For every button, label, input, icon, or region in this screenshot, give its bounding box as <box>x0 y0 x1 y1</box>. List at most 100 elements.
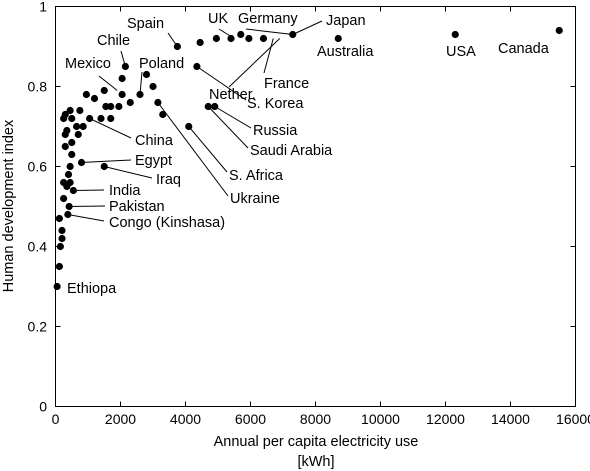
data-point <box>211 102 219 111</box>
data-point <box>56 242 64 251</box>
data-point <box>115 102 123 111</box>
data-point <box>61 110 69 119</box>
data-point <box>237 30 245 39</box>
data-point <box>66 162 74 171</box>
data-point <box>102 102 110 111</box>
data-point <box>149 82 157 91</box>
annotation-label: Nether. <box>209 87 256 103</box>
annotation-label: China <box>135 133 174 149</box>
data-point <box>61 142 69 151</box>
x-tick-label: 2000 <box>105 411 136 427</box>
data-point <box>259 34 268 43</box>
annotation-label: Egypt <box>135 153 172 169</box>
data-point <box>64 170 73 179</box>
annotation-leader <box>207 106 249 149</box>
data-point <box>193 62 201 71</box>
annotation-label: Germany <box>238 11 298 27</box>
data-point <box>58 234 66 243</box>
x-tick-label: 0 <box>52 411 60 427</box>
y-tick-label: 0 <box>39 399 47 415</box>
annotation-label: S. Africa <box>229 168 284 184</box>
annotation-label: UK <box>208 11 228 27</box>
data-point <box>154 98 162 107</box>
annotation-label: Poland <box>139 56 184 72</box>
data-points <box>53 26 563 291</box>
y-tick-label: 0.6 <box>28 159 48 175</box>
data-point <box>55 262 64 271</box>
annotation-label: Saudi Arabia <box>250 143 333 159</box>
annotation-label: Ethiopa <box>67 281 117 297</box>
annotation-leader <box>73 189 105 191</box>
y-tick-label: 1 <box>39 0 47 15</box>
y-tick-label: 0.8 <box>28 79 48 95</box>
x-axis-unit: [kWh] <box>297 454 334 470</box>
data-point <box>82 90 90 99</box>
data-point <box>60 194 68 203</box>
annotation-leader <box>292 20 323 35</box>
annotation-leader <box>214 106 252 129</box>
data-point <box>65 202 73 211</box>
data-point <box>77 158 86 167</box>
data-point <box>227 34 235 43</box>
y-tick-label: 0.4 <box>28 239 48 255</box>
data-point <box>66 106 74 115</box>
data-point <box>90 94 99 103</box>
x-tick-label: 12000 <box>426 411 465 427</box>
data-point <box>212 34 220 43</box>
data-point <box>68 138 76 147</box>
data-point <box>159 110 167 119</box>
data-point <box>66 178 74 187</box>
annotation-leader <box>104 166 153 179</box>
data-point <box>555 26 563 35</box>
x-axis-title: Annual per capita electricity use <box>214 434 419 450</box>
data-point <box>245 34 253 43</box>
data-point <box>334 34 342 43</box>
data-point <box>60 178 68 187</box>
data-point <box>196 38 204 47</box>
data-point <box>53 282 61 291</box>
annotation-label: France <box>264 76 309 92</box>
annotation-label: Russia <box>253 123 298 139</box>
data-point <box>68 150 76 159</box>
data-point <box>58 226 66 235</box>
annotation-leader <box>196 66 247 101</box>
data-point <box>185 122 193 131</box>
annotation-leader <box>67 214 105 222</box>
data-point <box>73 122 81 131</box>
annotation-label: Congo (Kinshasa) <box>109 215 225 231</box>
annotation-label: Mexico <box>65 56 111 72</box>
annotation-label: Iraq <box>156 172 181 188</box>
data-point <box>86 114 94 123</box>
data-point <box>118 90 126 99</box>
data-point <box>64 210 72 219</box>
data-point <box>79 122 87 131</box>
data-point <box>107 114 115 123</box>
y-axis-title: Human development index <box>1 119 17 292</box>
x-tick-label: 14000 <box>491 411 530 427</box>
x-tick-label: 6000 <box>235 411 266 427</box>
annotation-label: S. Korea <box>247 96 304 112</box>
annotation-leader <box>157 102 229 197</box>
data-point <box>63 126 71 135</box>
annotation-leader <box>69 205 106 207</box>
data-point <box>289 30 297 39</box>
annotation-leader <box>139 71 143 95</box>
data-point <box>69 186 77 195</box>
data-point <box>173 42 181 51</box>
annotation-label: Chile <box>97 33 130 49</box>
data-point <box>204 102 212 111</box>
data-point <box>142 70 151 79</box>
data-point <box>55 214 64 223</box>
x-tick-label: 8000 <box>300 411 331 427</box>
axis-ticks <box>55 6 576 407</box>
data-point <box>126 98 134 107</box>
data-point <box>74 130 82 139</box>
data-point <box>100 86 108 95</box>
data-point <box>97 114 105 123</box>
annotation-leader <box>89 118 132 139</box>
annotation-leader <box>81 159 132 163</box>
annotation-label: Canada <box>498 41 550 57</box>
annotation-label: USA <box>446 44 476 60</box>
